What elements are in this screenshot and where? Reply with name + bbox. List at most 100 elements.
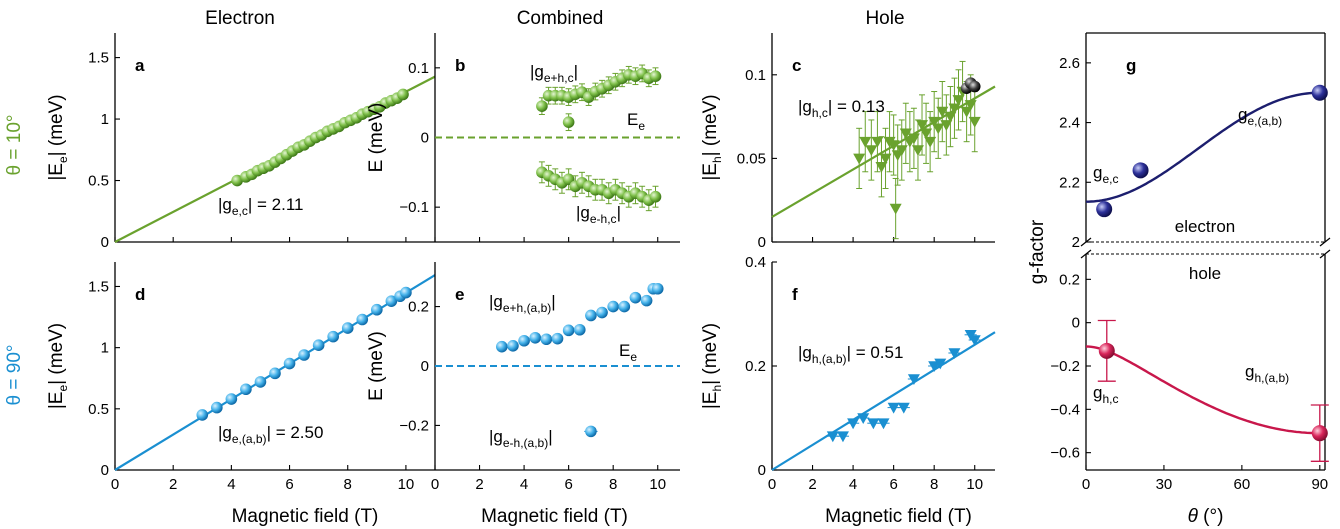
data-point	[932, 123, 945, 135]
data-point	[968, 80, 981, 93]
y-tick-label: 0.05	[737, 150, 766, 167]
annotation-electron: electron	[1175, 217, 1235, 236]
break-mark	[1319, 237, 1331, 247]
data-point	[826, 431, 839, 443]
data-point	[397, 88, 409, 101]
data-point	[871, 136, 884, 148]
column-label-combined: Combined	[517, 8, 604, 29]
panel-label: f	[792, 285, 798, 304]
data-point	[562, 324, 575, 337]
y-tick-label: −0.2	[399, 417, 429, 434]
data-point	[920, 128, 933, 140]
x-tick-label: 8	[609, 476, 617, 493]
break-mark	[1319, 249, 1331, 259]
data-point	[928, 116, 941, 128]
annotation-plus: |ge+h,c|	[530, 62, 578, 85]
data-point	[496, 340, 508, 353]
data-point	[928, 361, 941, 372]
data-point-electron	[1311, 84, 1328, 101]
x-tick-label: 30	[1156, 476, 1173, 493]
x-tick-label: 0	[111, 476, 119, 493]
fit-line	[771, 85, 996, 218]
y-axis-label: E (meV)	[366, 103, 387, 173]
panel-e: 0 2 4 6 8 10 −0.2 0 0.2 Magnetic field (T) E (meV)…	[366, 262, 680, 527]
panel-b: −0.1 0 0.1 E (meV) b |ge+h,c| Ee |ge-h,c|	[366, 33, 680, 243]
data-point	[875, 161, 888, 173]
data-point	[934, 358, 947, 370]
data-point	[859, 136, 872, 148]
y-tick-label: 2	[1072, 234, 1080, 251]
fit-curve-electron	[1086, 91, 1320, 203]
annotation-gec: ge,c	[1093, 163, 1118, 186]
data-point	[585, 309, 597, 322]
annotation-plus: |ge+h,(a,b)|	[489, 292, 556, 315]
y-tick-label: 0	[1072, 315, 1080, 332]
data-point	[371, 303, 383, 316]
annotation-ee: Ee	[627, 110, 645, 133]
x-tick-label: 10	[398, 476, 415, 493]
data-point-hole	[1098, 342, 1115, 359]
fit-curve-hole	[1085, 345, 1320, 435]
data-point	[879, 153, 892, 165]
data-point	[952, 95, 965, 106]
data-point	[867, 418, 880, 430]
data-point	[283, 357, 296, 370]
data-point	[836, 431, 849, 443]
x-tick-label: 0	[1082, 476, 1090, 493]
data-point	[298, 349, 310, 361]
data-point	[269, 367, 281, 380]
y-tick-label: 2.6	[1059, 55, 1080, 72]
data-point	[907, 133, 920, 145]
data-point	[341, 322, 354, 334]
x-tick-label: 4	[849, 476, 857, 493]
data-point	[968, 335, 981, 346]
data-point	[968, 116, 981, 128]
y-tick-label: −0.4	[1050, 401, 1080, 418]
data-point	[640, 294, 653, 307]
data-point	[518, 334, 530, 347]
y-tick-label: −0.2	[1050, 358, 1080, 375]
y-axis-label: |Ee| (meV)	[46, 323, 70, 409]
data-point	[385, 295, 398, 307]
y-tick-label: 0.4	[745, 254, 766, 271]
y-tick-label: 0.1	[408, 60, 429, 77]
data-point	[629, 291, 642, 304]
y-tick-label: 0	[758, 234, 766, 251]
y-tick-label: 0.2	[408, 299, 429, 316]
x-tick-label: 2	[169, 476, 177, 493]
annotation-hole: hole	[1189, 264, 1221, 283]
data-point	[400, 286, 412, 299]
x-tick-label: 4	[227, 476, 235, 493]
x-tick-label: 60	[1234, 476, 1251, 493]
data-point	[585, 425, 597, 438]
x-tick-label: 2	[808, 476, 816, 493]
y-tick-label: 0.5	[88, 173, 109, 190]
panel-f: 0 2 4 6 8 10 0 0.2 0.4 Magnetic field (T) |Eh| (me…	[700, 254, 996, 527]
data-point	[948, 103, 961, 115]
x-tick-label: 6	[889, 476, 897, 493]
panel-label: e	[455, 285, 464, 304]
x-tick-label: 2	[475, 476, 483, 493]
y-tick-label: 0	[758, 462, 766, 479]
data-point	[897, 402, 910, 414]
data-point	[240, 383, 252, 396]
data-point	[924, 136, 937, 148]
x-axis-label: Magnetic field (T)	[825, 506, 972, 527]
y-axis-label: E (meV)	[366, 331, 387, 401]
annotation-minus: |ge-h,(a,b)|	[489, 427, 553, 450]
data-point	[618, 300, 631, 313]
y-tick-label: 0.2	[745, 358, 766, 375]
x-tick-label: 8	[344, 476, 352, 493]
y-axis-label: g-factor	[1027, 219, 1048, 284]
data-point-electron	[1096, 201, 1113, 218]
data-point	[211, 401, 223, 414]
data-point	[911, 145, 924, 157]
annotation-geab: ge,(a,b)	[1238, 105, 1282, 128]
annotation-ghab: gh,(a,b)	[1245, 362, 1289, 385]
fit-line	[771, 331, 996, 471]
panel-label: g	[1126, 56, 1136, 75]
data-point	[596, 306, 608, 319]
y-tick-label: 1	[101, 111, 109, 128]
x-axis-label: θ (°)	[1188, 506, 1224, 527]
